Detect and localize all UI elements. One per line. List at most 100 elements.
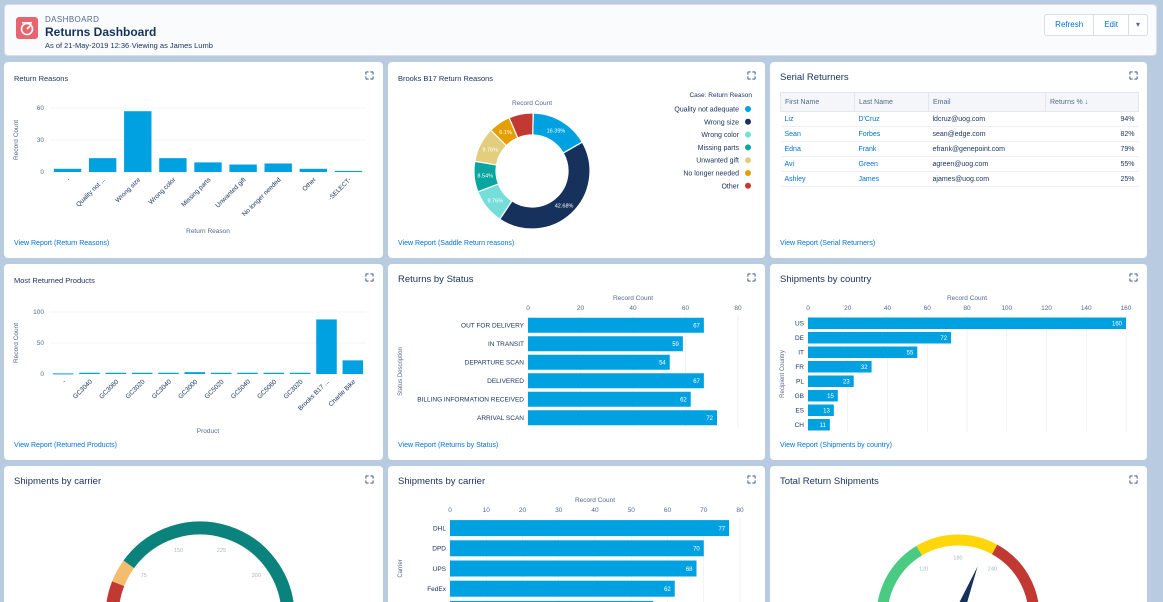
x-tick-label: 60 xyxy=(664,507,672,514)
last-name-cell[interactable]: James xyxy=(854,171,929,187)
column-header-email[interactable]: Email xyxy=(928,92,1046,112)
card-title: Shipments by country xyxy=(780,274,872,285)
table-row: Avi Green agreen@uog.com 55% xyxy=(780,156,1139,172)
data-label: 23 xyxy=(843,380,850,386)
view-report-link[interactable]: View Report (Shipments by country) xyxy=(780,442,892,449)
y-tick-label: 50 xyxy=(37,340,45,347)
donut-slice xyxy=(508,112,534,139)
dashboard-header: DASHBOARD Returns Dashboard As of 21-May… xyxy=(4,4,1157,56)
email-cell: sean@edge.com xyxy=(928,126,1046,142)
legend-marker xyxy=(745,182,751,189)
card-title: Shipments by carrier xyxy=(398,476,486,487)
expand-icon[interactable] xyxy=(365,273,374,282)
card-shipments-by-carrier-bar: Shipments by carrier Record Count 0 10 20 30… xyxy=(388,466,765,602)
gauge-tick-label: 75 xyxy=(141,573,147,579)
last-name-cell[interactable]: D'Cruz xyxy=(854,111,929,127)
bar xyxy=(131,372,153,374)
x-tick-label: 30 xyxy=(555,507,563,514)
total-return-shipments-gauge: 120 180 240 xyxy=(877,534,1039,602)
view-report-link[interactable]: View Report (Serial Returners) xyxy=(780,240,876,247)
x-tick-label: 160 xyxy=(1121,305,1132,312)
first-name-cell[interactable]: Avi xyxy=(780,156,855,172)
view-report-link[interactable]: View Report (Return Reasons) xyxy=(14,240,110,247)
bar xyxy=(808,332,952,344)
bar xyxy=(52,373,74,375)
last-name-cell[interactable]: Green xyxy=(854,156,929,172)
y-tick-label: 100 xyxy=(33,309,44,316)
category-label: DELIVERED xyxy=(487,378,524,385)
bar xyxy=(808,346,918,358)
email-cell: ldcruz@uog.com xyxy=(928,111,1046,127)
x-tick-label: GC3020 xyxy=(125,378,147,400)
expand-icon[interactable] xyxy=(1129,475,1138,484)
gauge-tick-label: 225 xyxy=(217,548,226,554)
column-header-last-name[interactable]: Last Name xyxy=(854,92,929,112)
expand-icon[interactable] xyxy=(747,475,756,484)
expand-icon[interactable] xyxy=(747,273,756,282)
returns-pct-cell: 55% xyxy=(1045,156,1139,172)
x-tick-label: Charlie Bike xyxy=(328,378,358,408)
expand-icon[interactable] xyxy=(365,71,374,80)
refresh-button[interactable]: Refresh xyxy=(1045,15,1095,35)
expand-icon[interactable] xyxy=(1129,273,1138,282)
y-axis-label: Recipient Country xyxy=(780,350,786,398)
data-label: 55 xyxy=(907,351,914,357)
data-label: 67 xyxy=(693,324,700,330)
column-header-first-name[interactable]: First Name xyxy=(780,92,855,112)
legend-title: Case: Return Reason xyxy=(689,92,752,99)
y-axis-label: Carrier xyxy=(398,559,404,577)
view-report-link[interactable]: View Report (Saddle Return reasons) xyxy=(398,240,515,247)
gauge-segment xyxy=(877,545,923,602)
data-label: 68 xyxy=(686,567,693,573)
category-label: IN TRANSIT xyxy=(488,341,524,348)
first-name-cell[interactable]: Edna xyxy=(780,141,855,157)
view-report-link[interactable]: View Report (Returns by Status) xyxy=(398,442,499,449)
first-name-cell[interactable]: Ashley xyxy=(780,171,855,187)
bar xyxy=(210,372,232,374)
first-name-cell[interactable]: Sean xyxy=(780,126,855,142)
gauge-needle xyxy=(959,566,978,602)
expand-icon[interactable] xyxy=(747,71,756,80)
edit-button[interactable]: Edit xyxy=(1094,15,1129,35)
legend-label: Missing parts xyxy=(698,145,740,152)
expand-icon[interactable] xyxy=(365,475,374,484)
returns-pct-cell: 79% xyxy=(1045,141,1139,157)
bar xyxy=(342,360,364,374)
email-cell: efrank@genepoint.com xyxy=(928,141,1046,157)
last-name-cell[interactable]: Frank xyxy=(854,141,929,157)
x-tick-label: 20 xyxy=(844,305,852,312)
shipments-by-carrier-bar-chart: Record Count 0 10 20 30 40 50 60 70 80 DHL 77 DPD 70 U… xyxy=(398,497,744,602)
x-tick-label: 40 xyxy=(591,507,599,514)
bar xyxy=(334,170,363,172)
first-name-cell[interactable]: Liz xyxy=(780,111,855,127)
gauge-segment xyxy=(916,534,998,556)
x-tick-label: Unwanted gift xyxy=(214,176,247,209)
data-label: 9.76% xyxy=(482,147,498,153)
donut-slice xyxy=(498,141,591,230)
email-cell: agreen@uog.com xyxy=(928,156,1046,172)
x-tick-label: Quality not ... xyxy=(75,176,107,208)
x-tick-label: 80 xyxy=(734,305,742,312)
category-label: ARRIVAL SCAN xyxy=(477,415,524,422)
category-label: UPS xyxy=(433,566,447,573)
more-actions-button[interactable]: ▾ xyxy=(1135,20,1140,29)
x-tick-label: 120 xyxy=(1041,305,1052,312)
data-label: 15 xyxy=(827,394,834,400)
data-label: 32 xyxy=(861,365,868,371)
view-report-link[interactable]: View Report (Returned Products) xyxy=(14,442,117,449)
bar xyxy=(808,390,838,402)
axis-title: Record Count xyxy=(575,497,615,504)
expand-icon[interactable] xyxy=(1129,71,1138,80)
bar xyxy=(528,317,704,333)
card-return-reasons: Return Reasons 60 30 0- Quality not ... Wron… xyxy=(4,62,383,258)
category-label: CH xyxy=(795,422,805,429)
bar xyxy=(237,372,258,374)
card-title: Total Return Shipments xyxy=(780,476,879,487)
bar xyxy=(808,361,872,373)
last-name-cell[interactable]: Forbes xyxy=(854,126,929,142)
x-tick-label: - xyxy=(61,378,67,384)
column-header-returns-pct[interactable]: Returns % ↓ xyxy=(1045,92,1139,112)
category-label: PL xyxy=(796,379,804,386)
legend-marker xyxy=(745,170,751,176)
bar xyxy=(79,372,100,374)
